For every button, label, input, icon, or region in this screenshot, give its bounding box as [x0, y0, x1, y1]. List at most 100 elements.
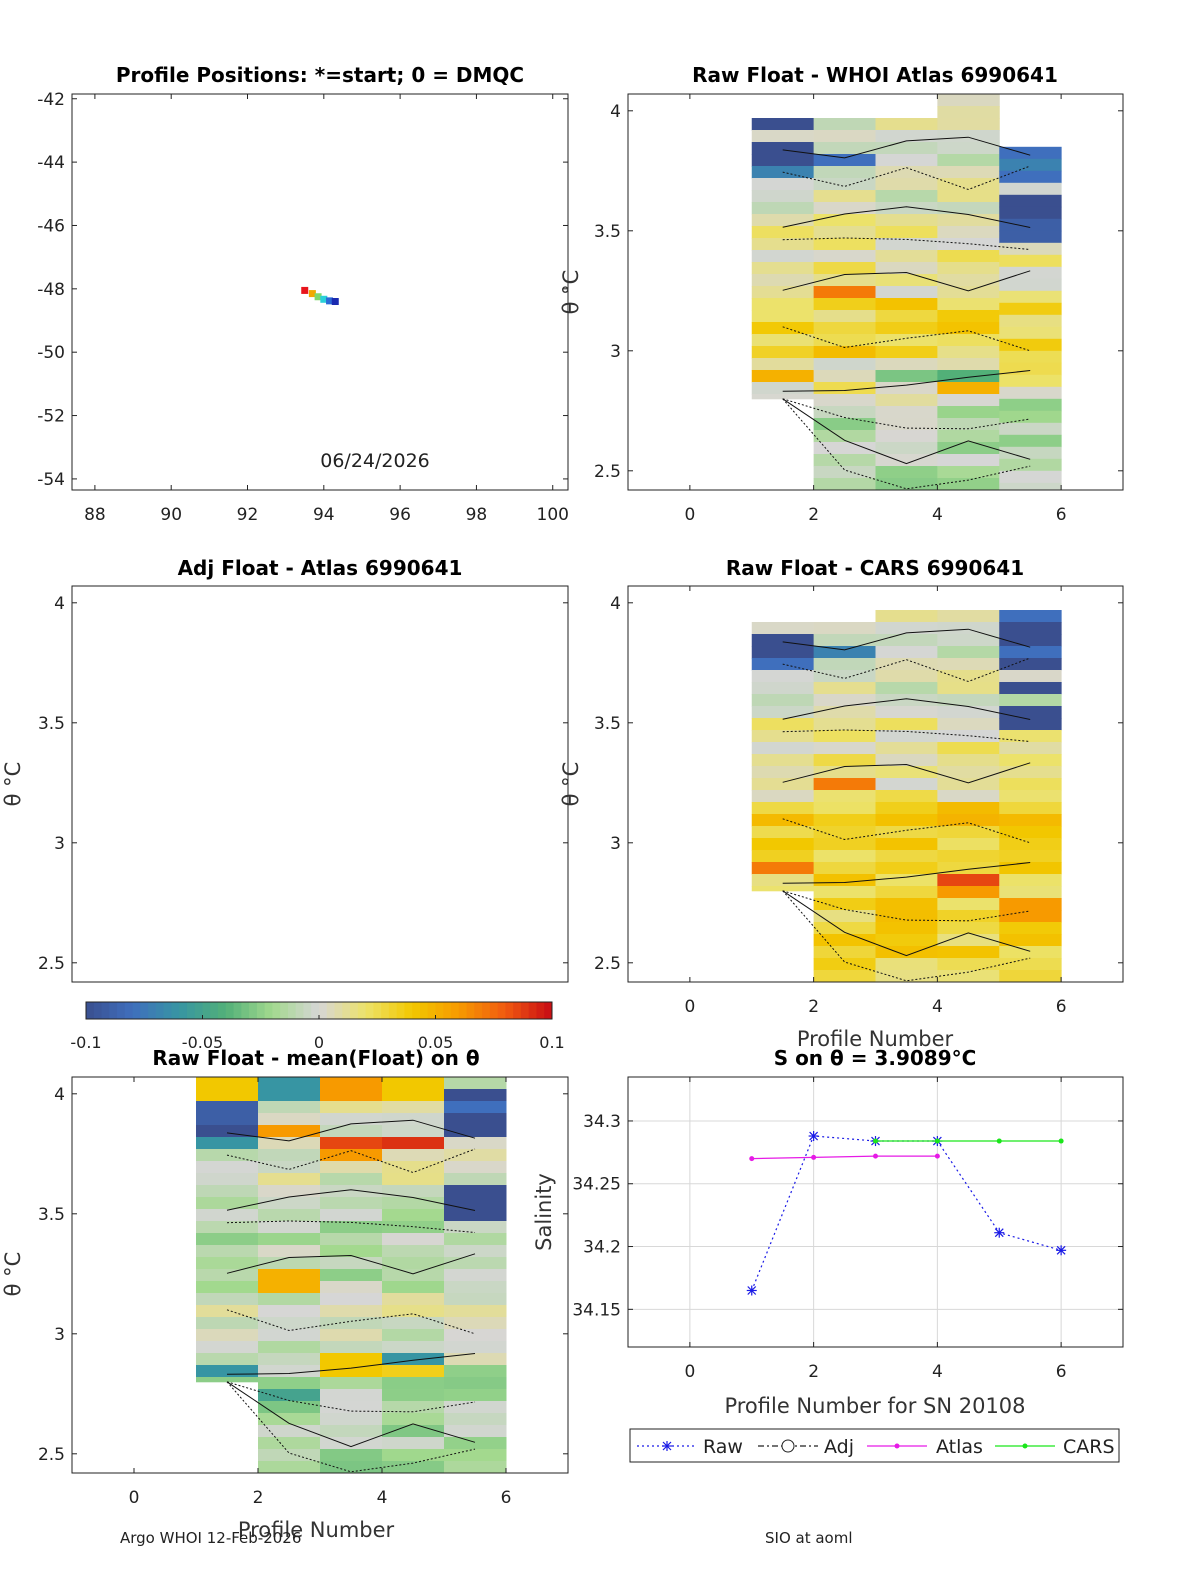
colorbar-segment	[342, 1002, 351, 1019]
heatmap-cell	[875, 670, 938, 683]
heatmap-cell	[875, 838, 938, 851]
heatmap-cell	[382, 1173, 445, 1186]
heatmap-cell	[937, 406, 1000, 419]
legend-marker	[662, 1441, 672, 1451]
heatmap-cell	[196, 1185, 259, 1198]
heatmap-cell	[320, 1353, 383, 1366]
heatmap-cell	[875, 370, 938, 383]
heatmap-cell	[999, 338, 1062, 352]
heatmap-cell	[875, 322, 938, 335]
y-axis-label: θ °C	[559, 270, 583, 315]
colorbar-segment	[148, 1002, 157, 1019]
heatmap-cell	[196, 1077, 259, 1090]
heatmap-cell	[320, 1305, 383, 1318]
heatmap-cell	[444, 1341, 507, 1354]
colorbar-segment	[528, 1002, 537, 1019]
heatmap-cell	[258, 1125, 321, 1138]
heatmap-cell	[196, 1281, 259, 1294]
y-tick-label: 34.2	[583, 1238, 621, 1258]
colorbar-segment	[295, 1002, 304, 1019]
atlas-data-point	[873, 1153, 878, 1159]
heatmap-cell	[999, 470, 1062, 484]
heatmap-cell	[813, 142, 876, 155]
heatmap-cell	[382, 1461, 445, 1474]
heatmap-cell	[937, 826, 1000, 839]
heatmap-cell	[320, 1461, 383, 1474]
contour-line	[782, 398, 1031, 465]
heatmap-cell	[751, 250, 815, 263]
heatmap-cell	[999, 646, 1062, 659]
colorbar-segment	[249, 1002, 258, 1019]
colorbar-tick-label: 0.05	[418, 1033, 454, 1052]
heatmap-cell	[320, 1089, 383, 1102]
colorbar-tick-label: -0.05	[182, 1033, 223, 1052]
heatmap-cell	[813, 262, 876, 275]
colorbar-segment	[489, 1002, 499, 1019]
heatmap-cell	[875, 178, 938, 191]
heatmap-cell	[196, 1317, 259, 1330]
heatmap-cell	[999, 350, 1062, 364]
heatmap-cell	[937, 610, 1000, 623]
plot-area: 2.5 3 3.5 4	[38, 594, 568, 974]
heatmap-cell	[258, 1233, 321, 1246]
heatmap-cell	[751, 298, 815, 311]
x-tick-label: 6	[501, 1488, 512, 1508]
heatmap-cell	[937, 370, 1000, 383]
heatmap-cell	[751, 862, 815, 875]
heatmap-cell	[751, 802, 815, 815]
raw-data-point	[994, 1227, 1005, 1238]
y-tick-label: -46	[37, 216, 65, 236]
plot-area: 88 90 92 94 96 98 100 -42 -44 -46 -48 -50 -52 -54	[37, 90, 569, 525]
heatmap-cell	[751, 730, 815, 743]
heatmap-cell	[999, 458, 1062, 472]
heatmap-cell	[751, 142, 815, 155]
colorbar-segment	[241, 1002, 250, 1019]
heatmap-cell	[937, 646, 1000, 659]
heatmap-cell	[937, 154, 1000, 167]
heatmap-cell	[875, 730, 938, 743]
colorbar-segment	[117, 1002, 126, 1019]
panel-raw-mean: Raw Float - mean(Float) on θ 0 2 4 6 2.5 3 3.5…	[1, 1046, 569, 1542]
heatmap-cell	[813, 370, 876, 383]
heatmap-cell	[875, 958, 938, 971]
heatmap-cell	[875, 202, 938, 215]
colorbar-segment	[536, 1002, 545, 1019]
heatmap-cell	[751, 154, 815, 167]
heatmap-cell	[813, 922, 876, 935]
heatmap-cell	[382, 1125, 445, 1138]
heatmap-cell	[999, 682, 1062, 695]
heatmap-cell	[258, 1077, 321, 1090]
heatmap-cell	[196, 1269, 259, 1282]
heatmap-cell	[320, 1149, 383, 1162]
heatmap-cell	[999, 970, 1062, 983]
heatmap-cell	[196, 1353, 259, 1366]
colorbar-segment	[163, 1002, 172, 1019]
heatmap-cell	[444, 1329, 507, 1342]
contour-line	[782, 270, 1031, 292]
heatmap-cell	[382, 1101, 445, 1114]
heatmap-cell	[320, 1413, 383, 1426]
heatmap-cell	[813, 214, 876, 227]
colorbar-segment	[319, 1002, 328, 1019]
heatmap-cell	[999, 922, 1062, 935]
heatmap-cell	[875, 274, 938, 287]
heatmap-cell	[196, 1089, 259, 1102]
colorbar-tick-label: -0.1	[70, 1033, 101, 1052]
heatmap-cell	[999, 826, 1062, 839]
heatmap-cell	[875, 706, 938, 719]
heatmap-cell	[937, 874, 1000, 887]
colorbar-segment	[388, 1002, 398, 1019]
heatmap-cell	[813, 742, 876, 755]
heatmap-cell	[320, 1245, 383, 1258]
colorbar-segment	[412, 1002, 421, 1019]
heatmap-cell	[875, 454, 938, 467]
contour-line	[226, 1353, 476, 1375]
heatmap-cell	[196, 1161, 259, 1174]
heatmap-cell	[999, 218, 1062, 232]
contour-line	[782, 890, 1031, 957]
heatmap-cell	[751, 694, 815, 707]
heatmap-cell	[999, 182, 1062, 196]
heatmap-cell	[999, 634, 1062, 647]
heatmap-cell	[813, 850, 876, 863]
heatmap-cell	[444, 1077, 507, 1090]
